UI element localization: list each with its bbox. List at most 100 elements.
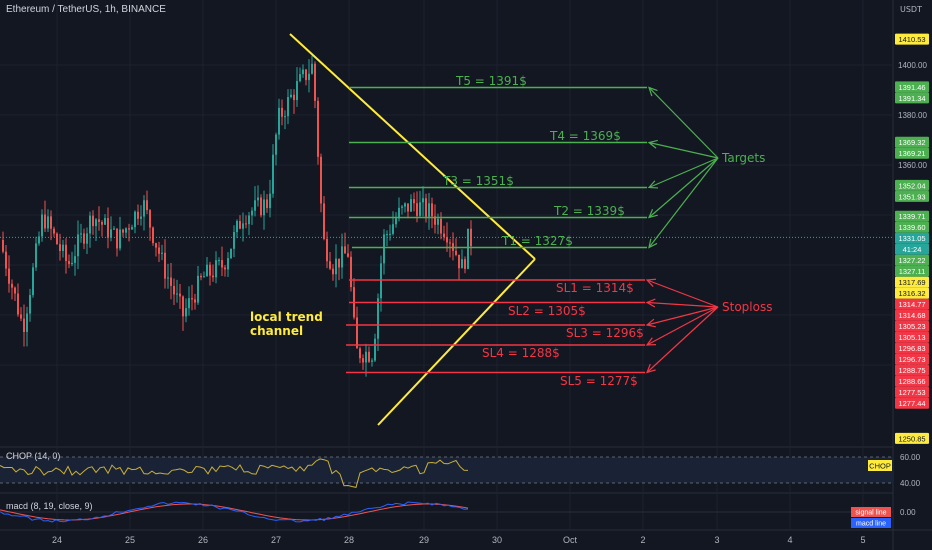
level-label-t4: T4 = 1369$ — [550, 128, 621, 143]
level-arrow-sl5 — [646, 306, 719, 373]
candle-body — [5, 251, 7, 269]
candle-body — [305, 69, 307, 81]
candle-body — [443, 233, 445, 238]
candle-body — [266, 199, 268, 209]
price-tag — [895, 179, 929, 191]
level-arrow-sl4 — [646, 306, 719, 346]
candle-body — [68, 261, 70, 265]
candle-body — [464, 259, 466, 269]
level-arrow-t5 — [648, 87, 719, 159]
candle-body — [329, 261, 331, 269]
candle-body — [239, 220, 241, 229]
candle-body — [8, 268, 10, 284]
candle-body — [458, 254, 460, 269]
candle-body — [221, 260, 223, 268]
candle-body — [53, 228, 55, 234]
candle-body — [440, 218, 442, 234]
x-tick-label: 28 — [344, 535, 354, 545]
x-tick-label: 27 — [271, 535, 281, 545]
candle-body — [281, 107, 283, 117]
candle-body — [110, 229, 112, 238]
price-tag — [895, 33, 929, 45]
candle-body — [395, 218, 397, 225]
candle-body — [332, 268, 334, 275]
price-tag — [895, 243, 929, 255]
candle-body — [113, 228, 115, 230]
level-arrowhead-sl2 — [645, 298, 656, 308]
candle-body — [242, 223, 244, 229]
candle-body — [179, 293, 181, 297]
candle-body — [74, 256, 76, 263]
trend-channel-note-line1: local trend — [250, 310, 323, 324]
candle-body — [14, 287, 16, 294]
macd-line-badge-text: macd line — [856, 521, 886, 528]
candle-body — [38, 236, 40, 244]
price-tag-text: 1305.13 — [898, 333, 925, 342]
candle-body — [62, 244, 64, 251]
candle-body — [194, 299, 196, 303]
candle-body — [182, 296, 184, 317]
x-tick-label: 30 — [492, 535, 502, 545]
price-tag-text: 1339.60 — [898, 223, 925, 232]
chop-line — [0, 458, 469, 488]
candle-body — [149, 210, 151, 228]
candle-body — [212, 275, 214, 278]
price-tag — [895, 397, 929, 409]
price-tag — [895, 364, 929, 376]
candle-body — [188, 298, 190, 309]
candle-body — [125, 228, 127, 233]
price-tag-text: 1316.32 — [898, 289, 925, 298]
chop-axis-label: 40.00 — [900, 479, 921, 488]
candle-body — [2, 240, 4, 252]
candle-body — [344, 246, 346, 254]
candle-body — [65, 244, 67, 262]
candle-body — [185, 308, 187, 317]
candle-body — [170, 277, 172, 286]
price-tag-text: 1410.53 — [898, 35, 925, 44]
macd-line-badge — [851, 518, 891, 528]
candle-body — [269, 193, 271, 209]
candle-body — [251, 210, 253, 216]
candle-body — [134, 211, 136, 228]
candle-body — [131, 227, 133, 230]
candle-body — [128, 228, 130, 230]
candle-body — [272, 154, 274, 194]
x-tick-label: 4 — [787, 535, 792, 545]
candle-body — [338, 258, 340, 268]
level-arrow-sl3 — [646, 306, 719, 326]
candle-body — [347, 253, 349, 257]
candle-body — [161, 252, 163, 254]
candle-body — [359, 348, 361, 359]
candle-body — [467, 228, 469, 269]
price-tag-text: 1305.23 — [898, 322, 925, 331]
level-label-sl3: SL3 = 1296$ — [566, 326, 644, 340]
price-tag-text: 1369.21 — [898, 149, 925, 158]
candle-body — [374, 338, 376, 361]
chop-badge — [868, 460, 892, 471]
price-tag — [895, 254, 929, 266]
price-tag — [895, 190, 929, 202]
price-tag-text: 1351.93 — [898, 192, 925, 201]
chop-label[interactable]: CHOP (14, 0) — [6, 451, 61, 461]
level-arrow-sl2 — [646, 301, 719, 308]
price-tag-text: 1317.69 — [898, 278, 925, 287]
price-tag — [895, 342, 929, 354]
candle-body — [446, 237, 448, 243]
price-tag — [895, 265, 929, 277]
signal-line-badge-text: signal line — [855, 510, 886, 517]
candle-body — [29, 295, 31, 314]
chop-badge-text: CHOP — [869, 462, 891, 471]
candle-body — [362, 358, 364, 363]
candle-body — [422, 198, 424, 203]
candle-body — [101, 221, 103, 225]
y-tick-label: 1400.00 — [898, 61, 927, 70]
candle-body — [77, 234, 79, 257]
candle-body — [89, 215, 91, 234]
candle-body — [140, 216, 142, 219]
macd-label[interactable]: macd (8, 19, close, 9) — [6, 501, 93, 511]
candle-body — [44, 214, 46, 229]
candle-body — [224, 267, 226, 270]
candle-body — [203, 276, 205, 278]
price-tag-text: 1327.22 — [898, 256, 925, 265]
